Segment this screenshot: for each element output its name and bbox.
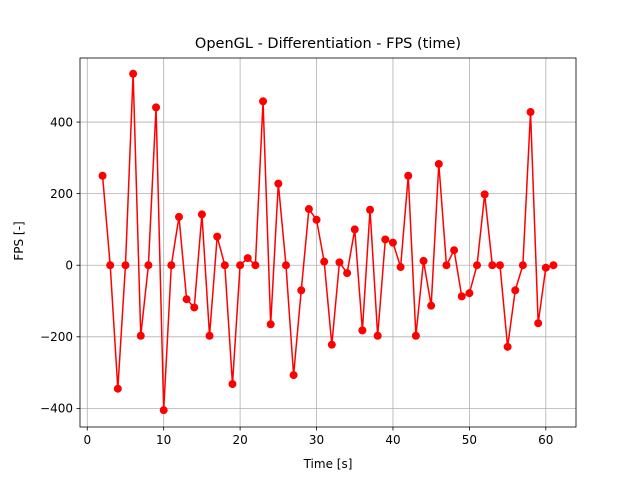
- x-tick-label: 50: [462, 433, 477, 447]
- data-point: [335, 258, 344, 267]
- y-tick-label: 400: [50, 115, 73, 129]
- data-point: [174, 212, 183, 221]
- data-point: [220, 261, 229, 270]
- series-line: [101, 73, 554, 411]
- data-point: [144, 261, 153, 270]
- data-point: [473, 261, 482, 270]
- data-point: [159, 406, 168, 415]
- data-point: [541, 263, 550, 272]
- data-point: [274, 179, 283, 188]
- data-point: [327, 340, 336, 349]
- data-point: [350, 225, 359, 234]
- data-point: [427, 301, 436, 310]
- data-point: [182, 295, 191, 304]
- y-tick-label: −200: [40, 330, 73, 344]
- data-point: [190, 303, 199, 312]
- data-point: [106, 261, 115, 270]
- data-point: [358, 326, 367, 335]
- data-point: [113, 384, 122, 393]
- data-point: [480, 190, 489, 199]
- data-point: [98, 171, 107, 180]
- data-point: [236, 261, 245, 270]
- data-point: [213, 232, 222, 241]
- data-point: [411, 331, 420, 340]
- x-tick-label: 0: [83, 433, 91, 447]
- data-point: [434, 159, 443, 168]
- data-point: [312, 215, 321, 224]
- x-tick-label: 10: [156, 433, 171, 447]
- data-point: [136, 331, 145, 340]
- x-tick-label: 30: [309, 433, 324, 447]
- data-point: [503, 342, 512, 351]
- data-point: [404, 171, 413, 180]
- data-point: [419, 256, 428, 265]
- data-point: [320, 257, 329, 266]
- y-tick-label: −400: [40, 402, 73, 416]
- data-point: [381, 235, 390, 244]
- data-point: [465, 289, 474, 298]
- data-point: [228, 380, 237, 389]
- y-tick-label: 0: [65, 259, 73, 273]
- data-point: [205, 331, 214, 340]
- data-point: [281, 261, 290, 270]
- data-point: [534, 319, 543, 328]
- data-point: [197, 210, 206, 219]
- data-point: [450, 246, 459, 255]
- data-point: [388, 238, 397, 247]
- data-point: [343, 269, 352, 278]
- ticks: 0 10 20 30 40 50 60 −400 −200 0 200 400: [40, 115, 553, 447]
- data-point: [488, 261, 497, 270]
- x-tick-label: 60: [538, 433, 553, 447]
- data-point: [266, 320, 275, 329]
- x-tick-label: 20: [232, 433, 247, 447]
- data-point: [366, 205, 375, 214]
- chart-title: OpenGL - Differentiation - FPS (time): [195, 36, 461, 52]
- data-point: [518, 261, 527, 270]
- data-point: [549, 261, 558, 270]
- data-point: [152, 103, 161, 112]
- data-point: [121, 261, 130, 270]
- data-point: [167, 261, 176, 270]
- plot-area-frame: [79, 57, 577, 428]
- data-point: [304, 205, 313, 214]
- series-layer: [98, 69, 558, 415]
- data-point: [511, 286, 520, 295]
- data-point: [129, 69, 138, 78]
- data-point: [259, 97, 268, 106]
- data-point: [373, 331, 382, 340]
- data-point: [526, 108, 535, 117]
- data-point: [457, 292, 466, 301]
- y-axis-label: FPS [-]: [12, 221, 26, 260]
- data-point: [442, 261, 451, 270]
- data-point: [297, 286, 306, 295]
- data-point: [289, 371, 298, 380]
- x-axis-label: Time [s]: [303, 457, 353, 471]
- x-tick-label: 40: [385, 433, 400, 447]
- data-point: [495, 261, 504, 270]
- data-point: [243, 254, 252, 263]
- data-point: [396, 263, 405, 272]
- data-point: [251, 261, 260, 270]
- y-tick-label: 200: [50, 187, 73, 201]
